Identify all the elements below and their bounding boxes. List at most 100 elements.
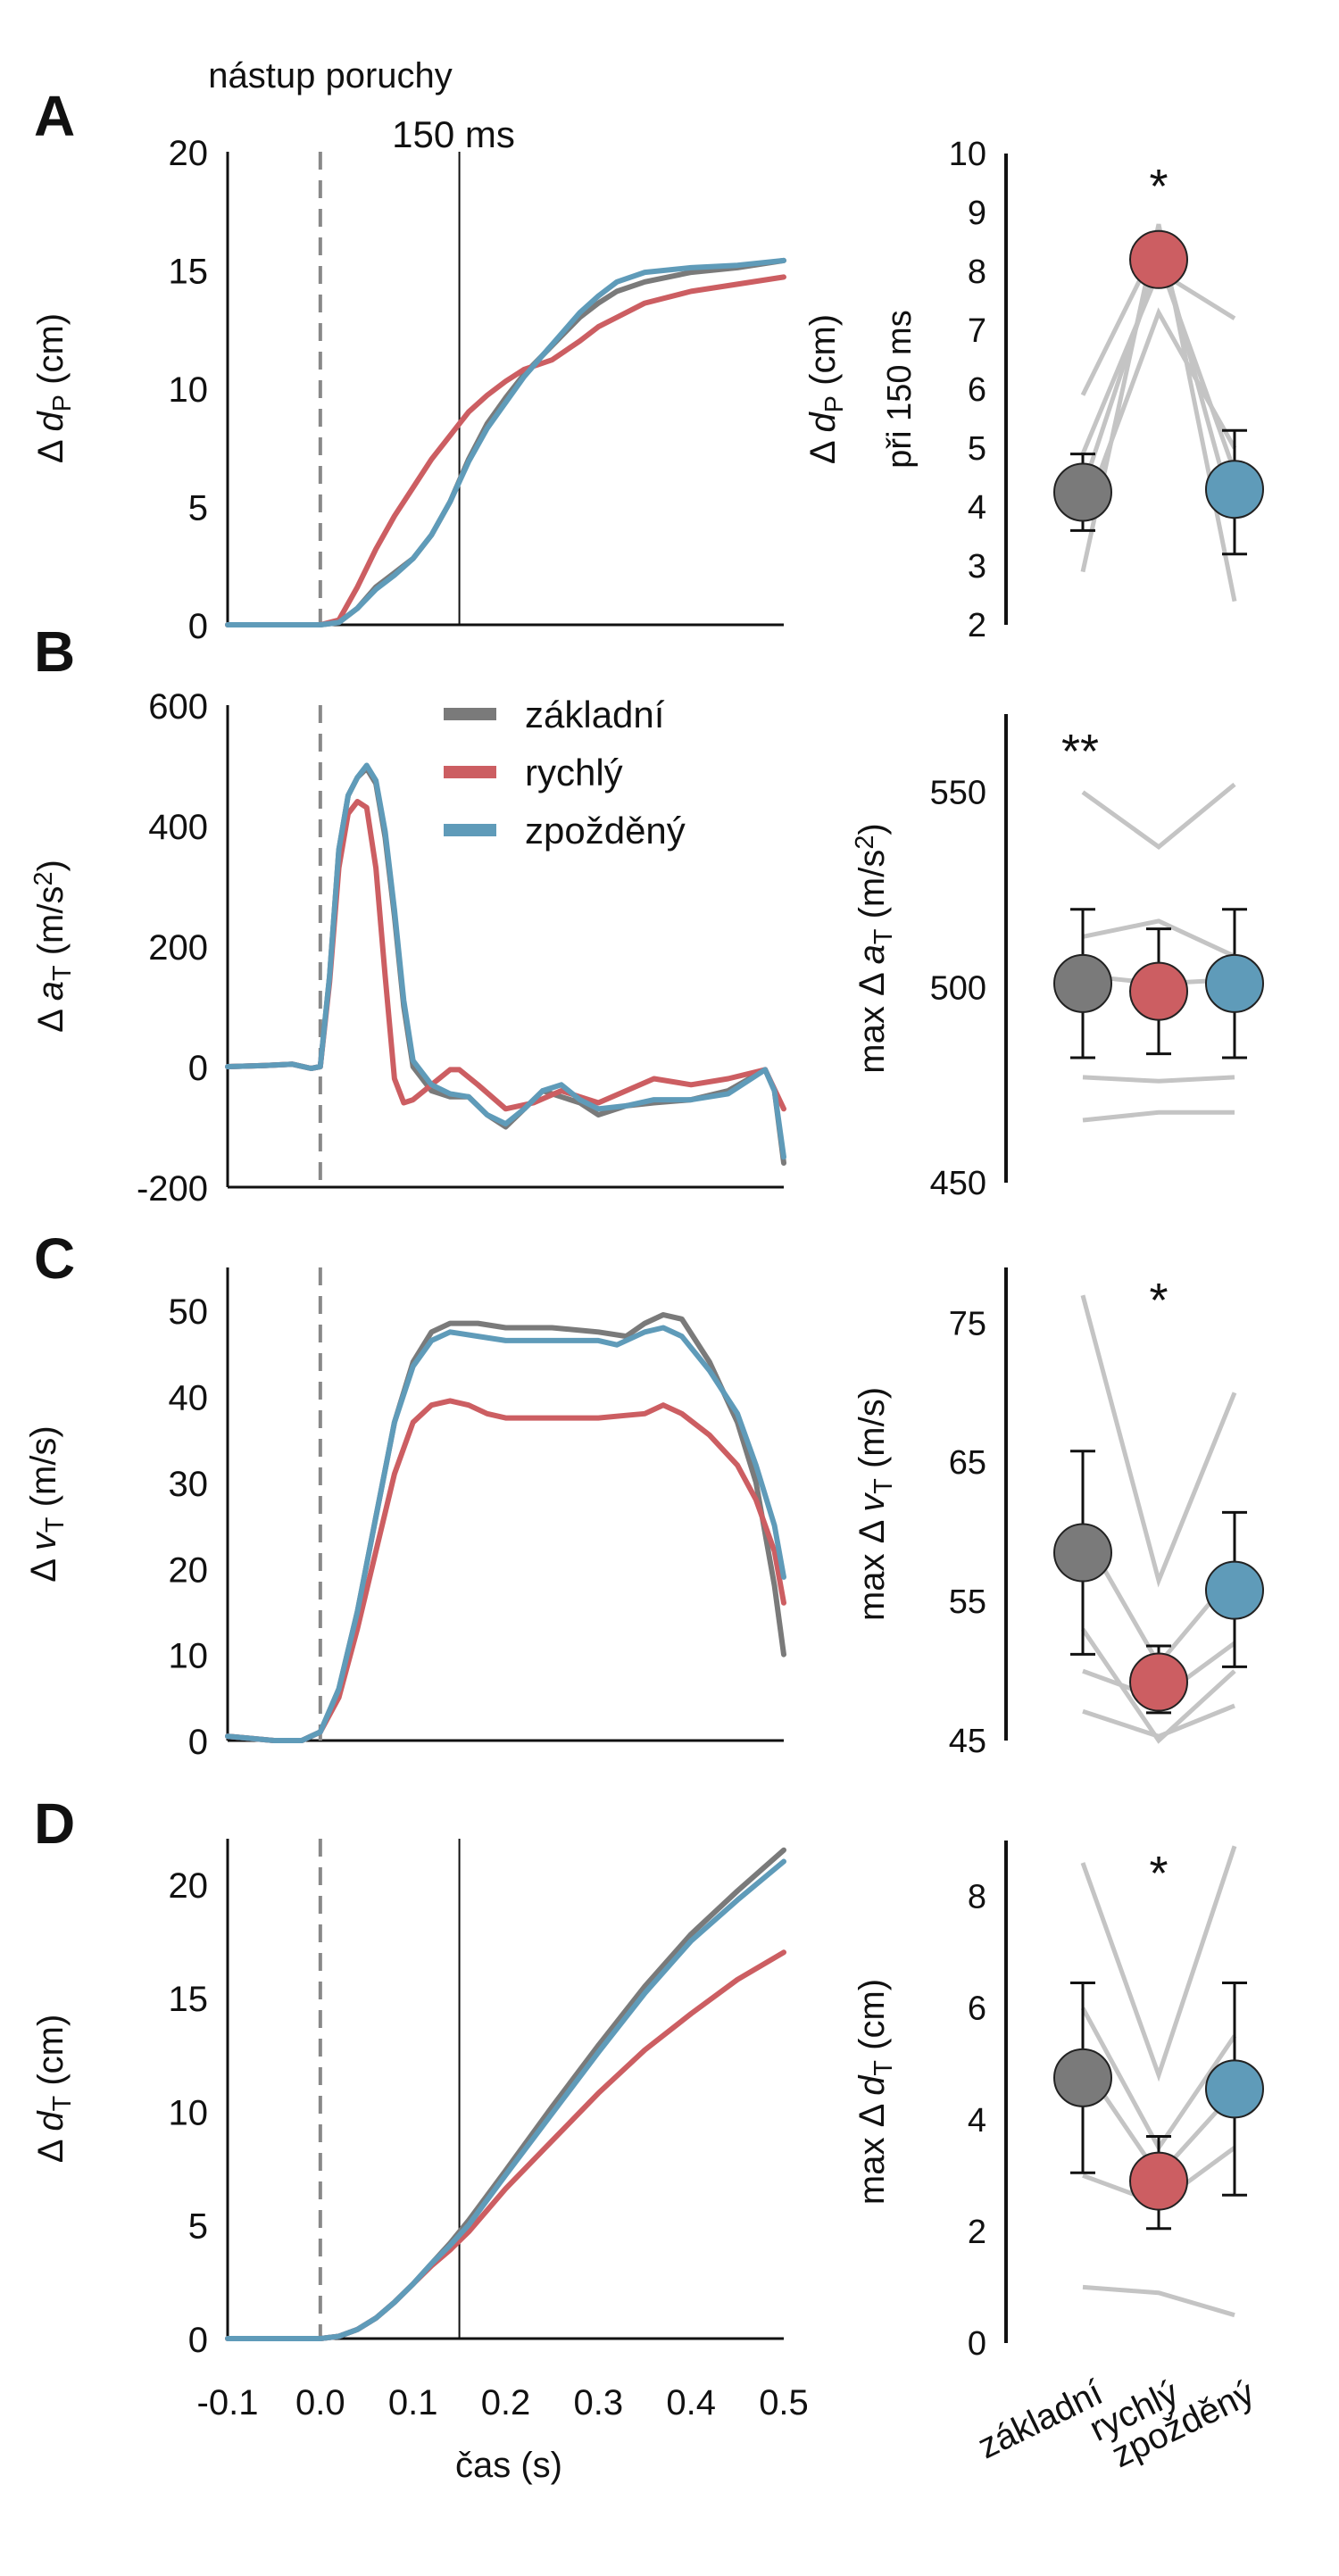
y-tick-label: 600: [148, 687, 208, 727]
group-mean-marker: [1129, 1652, 1188, 1712]
y-tick-label: 20: [169, 134, 209, 173]
individual-subject-line: [1082, 1109, 1235, 1123]
x-tick-label: 0.2: [481, 2383, 531, 2422]
ylabel-variable: v: [852, 1492, 892, 1512]
ylabel-prefix: max Δ: [852, 2096, 892, 2205]
ylabel-unit: (cm): [31, 2015, 71, 2096]
panel-letter-a: A: [34, 84, 75, 148]
y-tick-label: 450: [930, 1165, 986, 1202]
ylabel-prefix: Δ: [31, 2131, 71, 2164]
y-tick-label: 3: [968, 548, 986, 586]
ylabel-subscript: P: [820, 395, 849, 412]
ylabel-subscript: T: [48, 965, 77, 981]
ylabel-unit: (cm): [31, 313, 71, 395]
significance-marker: *: [1149, 1847, 1168, 1900]
y-axis-label: Δ dT (cm): [31, 2015, 77, 2164]
y-tick-label: 10: [169, 370, 209, 410]
ylabel-variable: d: [31, 410, 71, 431]
time-marker-label: 150 ms: [392, 113, 515, 155]
ylabel-prefix: max Δ: [852, 964, 892, 1073]
significance-marker: *: [1149, 1274, 1168, 1327]
ylabel-subscript: T: [869, 2060, 898, 2076]
y-tick-label: 550: [930, 775, 986, 812]
ylabel-variable: a: [852, 944, 892, 964]
x-tick-label: 0.0: [295, 2383, 345, 2422]
y-tick-label: 45: [949, 1723, 986, 1760]
ylabel-subscript: T: [48, 2096, 77, 2112]
series-line-rychly: [225, 1398, 786, 1743]
series-line-zakladni: [225, 765, 786, 1166]
group-mean-marker: [1129, 961, 1188, 1021]
x-tick-label: 0.4: [666, 2383, 716, 2422]
group-mean-marker: [1053, 953, 1112, 1013]
panel-letter-d: D: [34, 1791, 75, 1856]
group-mean-marker: [1129, 2151, 1188, 2211]
y-tick-label: 0: [968, 2325, 986, 2363]
individual-subject-line: [1082, 2284, 1235, 2318]
y-tick-label: 0: [188, 2321, 208, 2360]
panel-a-group-means: 2 3 4 5 6 7 8 9 10 * Δ dP (cm) při 150 ms: [803, 136, 1264, 644]
y-tick-label: 15: [169, 1980, 209, 2019]
ylabel-unit: (cm): [852, 1979, 892, 2060]
individual-subject-line: [1080, 307, 1237, 520]
y-axis-label: max Δ dT (cm): [852, 1979, 898, 2205]
ylabel-unit: (m/s: [31, 886, 71, 966]
x-tick-label: 0.3: [574, 2383, 624, 2422]
y-tick-label: 0: [188, 1723, 208, 1762]
group-mean-marker: [1053, 1523, 1112, 1583]
y-axis-label: Δ dP (cm): [803, 314, 849, 464]
ylabel-subscript: P: [48, 395, 77, 411]
series-line-rychly: [225, 799, 786, 1112]
y-tick-label: 5: [188, 489, 208, 528]
y-tick-label: 10: [169, 1637, 209, 1676]
series-line-rychly: [225, 1949, 786, 2341]
ylabel-close: ): [31, 860, 71, 871]
group-mean-marker: [1205, 1560, 1264, 1620]
significance-marker: *: [1149, 160, 1168, 213]
individual-subject-line: [1082, 1703, 1235, 1739]
ylabel-prefix: Δ: [31, 431, 71, 463]
individual-subject-line: [1080, 1294, 1237, 1588]
y-tick-label: 400: [148, 808, 208, 847]
y-tick-label: 0: [188, 607, 208, 646]
y-tick-label: 10: [169, 2093, 209, 2132]
legend: základní rychlý zpožděný: [444, 694, 686, 852]
ylabel-prefix: Δ: [24, 1550, 63, 1583]
ylabel-prefix: Δ: [803, 432, 843, 464]
ylabel-variable: d: [803, 411, 843, 432]
y-tick-label: 500: [930, 969, 986, 1007]
ylabel-superscript: 2: [851, 835, 879, 850]
ylabel-variable: v: [24, 1531, 63, 1550]
ylabel-unit: (m/s: [852, 850, 892, 929]
legend-label: rychlý: [525, 752, 623, 794]
series-line-zpozdeny: [225, 1325, 786, 1743]
y-tick-label: 65: [949, 1444, 986, 1482]
y-tick-label: -200: [137, 1169, 208, 1209]
ylabel-variable: d: [852, 2074, 892, 2096]
y-tick-label: 0: [188, 1049, 208, 1088]
ylabel-subscript: T: [41, 1517, 70, 1533]
series-line-zpozdeny: [225, 1858, 786, 2341]
y-tick-label: 10: [949, 136, 986, 173]
y-tick-label: 55: [949, 1583, 986, 1621]
panel-a-line-chart: 0 5 10 15 20 Δ dP (cm): [31, 134, 786, 646]
y-tick-label: 6: [968, 1990, 986, 2028]
ylabel-variable: d: [31, 2110, 71, 2131]
y-tick-label: 2: [968, 607, 986, 644]
legend-label: zpožděný: [525, 810, 686, 852]
y-axis-label-line2: při 150 ms: [881, 310, 919, 468]
individual-subject-line: [1080, 1845, 1237, 2082]
ylabel-prefix: Δ: [31, 1001, 71, 1033]
individual-subject-line: [1080, 1627, 1236, 1744]
y-tick-label: 5: [188, 2207, 208, 2247]
y-axis-label: Δ dP (cm): [31, 313, 77, 463]
individual-subject-line: [1082, 918, 1236, 959]
series-line-zakladni: [225, 1312, 786, 1743]
ylabel-unit: (cm): [803, 314, 843, 395]
y-axis-label: Δ aT (m/s2): [29, 860, 77, 1033]
ylabel-superscript: 2: [29, 871, 58, 885]
group-mean-marker: [1205, 460, 1264, 519]
y-tick-label: 2: [968, 2214, 986, 2251]
ylabel-close: ): [852, 823, 892, 835]
